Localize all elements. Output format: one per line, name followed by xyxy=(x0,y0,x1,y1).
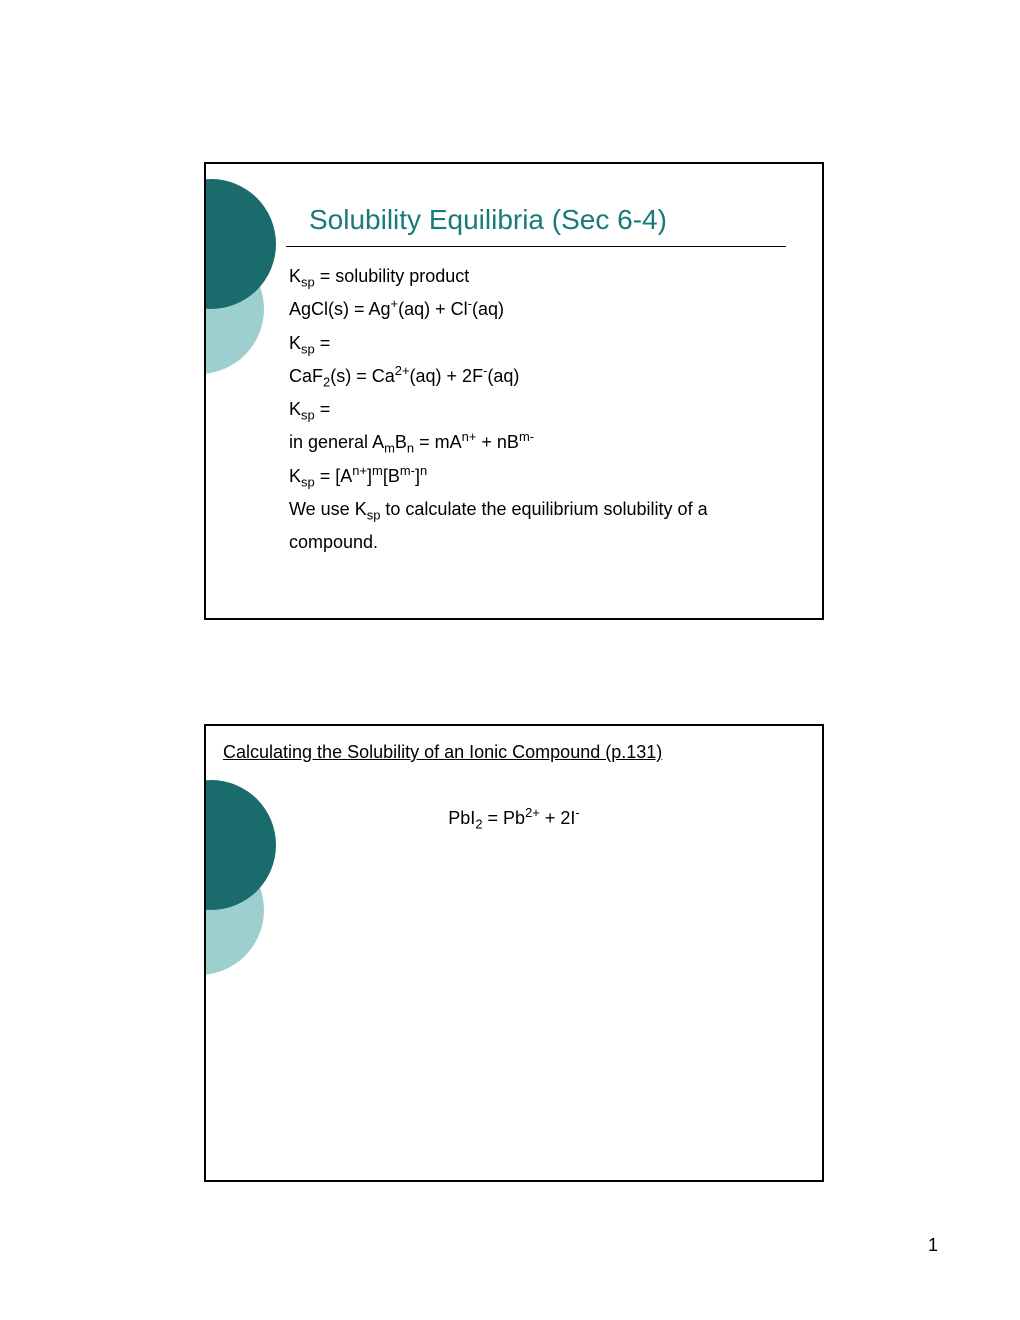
t: + xyxy=(391,296,399,311)
slide1-title: Solubility Equilibria (Sec 6-4) xyxy=(309,204,667,236)
t: sp xyxy=(301,474,315,489)
t: (aq) + Cl xyxy=(398,299,468,319)
line-2: AgCl(s) = Ag+(aq) + Cl-(aq) xyxy=(289,293,789,326)
t: sp xyxy=(301,341,315,356)
t: = [A xyxy=(315,466,353,486)
line-3: Ksp = xyxy=(289,327,789,360)
line-1: Ksp = solubility product xyxy=(289,260,789,293)
t: CaF xyxy=(289,366,323,386)
t: - xyxy=(575,805,579,820)
slide-2: Calculating the Solubility of an Ionic C… xyxy=(204,724,824,1182)
t: B xyxy=(395,432,407,452)
t: n+ xyxy=(462,429,477,444)
t: + 2I xyxy=(540,808,576,828)
slide1-content: Ksp = solubility product AgCl(s) = Ag+(a… xyxy=(289,260,789,560)
line-4: CaF2(s) = Ca2+(aq) + 2F-(aq) xyxy=(289,360,789,393)
t: m- xyxy=(400,463,415,478)
t: K xyxy=(289,399,301,419)
t: 2 xyxy=(475,817,482,832)
t: K xyxy=(289,333,301,353)
t: in general A xyxy=(289,432,384,452)
slide2-heading: Calculating the Solubility of an Ionic C… xyxy=(223,742,662,763)
t: (s) = Ca xyxy=(330,366,395,386)
page: Solubility Equilibria (Sec 6-4) Ksp = so… xyxy=(0,0,1020,1320)
t: We use K xyxy=(289,499,367,519)
t: PbI xyxy=(448,808,475,828)
t: n xyxy=(420,463,427,478)
t: (aq) xyxy=(487,366,519,386)
page-number: 1 xyxy=(928,1235,938,1256)
t: m xyxy=(384,441,395,456)
t: (aq) xyxy=(472,299,504,319)
t: [B xyxy=(383,466,400,486)
t: sp xyxy=(301,275,315,290)
t: K xyxy=(289,266,301,286)
t: = xyxy=(315,399,331,419)
line-5: Ksp = xyxy=(289,393,789,426)
t: sp xyxy=(367,508,381,523)
line-7: Ksp = [An+]m[Bm-]n xyxy=(289,460,789,493)
t: = mA xyxy=(414,432,462,452)
t: sp xyxy=(301,408,315,423)
slide-1: Solubility Equilibria (Sec 6-4) Ksp = so… xyxy=(204,162,824,620)
line-8: We use Ksp to calculate the equilibrium … xyxy=(289,493,789,560)
t: n+ xyxy=(352,463,367,478)
decor-circle-dark xyxy=(204,179,276,309)
t: = xyxy=(315,333,331,353)
t: K xyxy=(289,466,301,486)
t: 2+ xyxy=(395,363,410,378)
decor-circle-dark xyxy=(204,780,276,910)
t: m xyxy=(372,463,383,478)
t: 2+ xyxy=(525,805,540,820)
line-6: in general AmBn = mAn+ + nBm- xyxy=(289,426,789,459)
t: m- xyxy=(519,429,534,444)
t: AgCl(s) = Ag xyxy=(289,299,391,319)
slide1-title-underline xyxy=(286,246,786,247)
t: = Pb xyxy=(483,808,526,828)
t: (aq) + 2F xyxy=(410,366,484,386)
slide2-equation: PbI2 = Pb2+ + 2I- xyxy=(206,808,822,829)
t: = solubility product xyxy=(315,266,470,286)
t: + nB xyxy=(476,432,519,452)
